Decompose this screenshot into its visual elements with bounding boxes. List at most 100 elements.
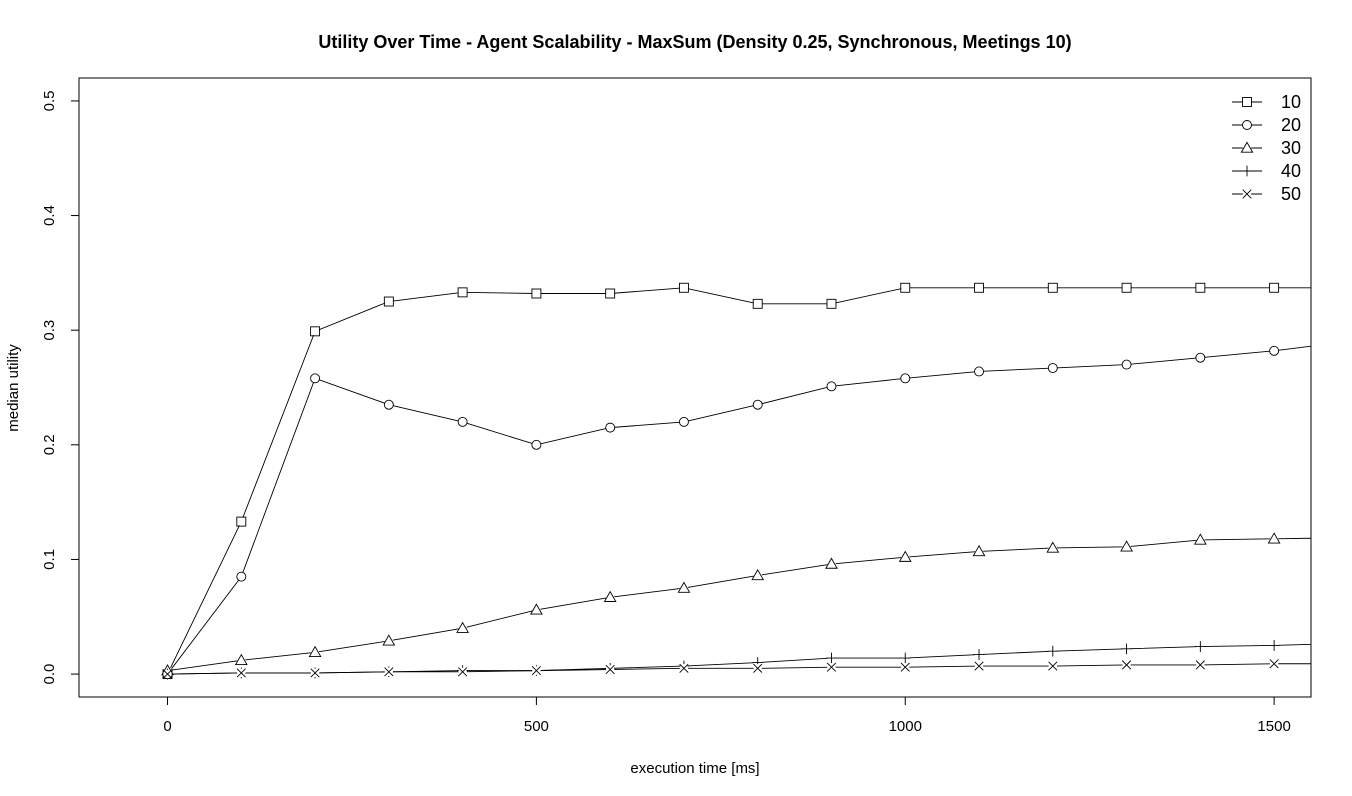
data-point (1343, 337, 1352, 346)
data-point (1342, 638, 1352, 649)
data-point (898, 550, 912, 562)
marker-gap (310, 327, 320, 336)
marker-gap (974, 367, 984, 376)
marker-gap (901, 374, 910, 383)
data-point (531, 439, 542, 450)
data-point (752, 298, 763, 309)
marker-gap (1048, 363, 1057, 373)
series-line-20 (167, 345, 1311, 675)
legend-marker-gap (1242, 120, 1252, 130)
y-axis-label: median utility (5, 344, 22, 432)
series-20 (162, 337, 1352, 680)
marker-gap (310, 374, 320, 383)
data-point (1048, 661, 1058, 671)
data-point (1268, 640, 1280, 651)
series-30 (161, 532, 1352, 676)
series-line-30 (167, 537, 1311, 672)
data-point (677, 581, 691, 593)
data-point (1269, 659, 1279, 669)
legend-item-50: 50 (1232, 184, 1301, 204)
legend-marker (1242, 120, 1252, 130)
marker-gap (679, 417, 689, 427)
marker-gap (458, 288, 467, 297)
marker-gap (901, 283, 910, 292)
marker-gap (753, 400, 762, 409)
marker-gap (1196, 283, 1205, 292)
marker-gap (827, 382, 836, 391)
legend-label: 40 (1281, 161, 1301, 181)
marker-gap (384, 400, 394, 409)
data-point (1342, 532, 1352, 542)
data-point (531, 666, 541, 676)
marker-gap (532, 440, 541, 450)
data-point (310, 668, 320, 678)
data-point (974, 661, 984, 671)
data-point (826, 652, 837, 664)
marker-gap (1196, 353, 1205, 362)
data-point (679, 663, 689, 673)
y-tick-label: 0.2 (41, 434, 58, 455)
data-point (900, 662, 910, 672)
data-point (1195, 352, 1206, 363)
data-point (603, 590, 617, 602)
data-point (1047, 363, 1058, 373)
legend-label: 20 (1281, 115, 1301, 135)
marker-gap (532, 289, 541, 298)
legend-label: 10 (1281, 92, 1301, 112)
data-point (752, 399, 763, 410)
data-point (605, 422, 616, 433)
legend: 10 20 30 40 50 (1232, 92, 1301, 204)
data-point (972, 544, 986, 557)
data-point (900, 373, 911, 384)
x-tick-label: 500 (524, 718, 549, 735)
data-point (383, 399, 394, 410)
plot-frame (78, 77, 1312, 698)
y-tick-label: 0.3 (41, 320, 58, 341)
data-point (382, 634, 396, 646)
series-10 (162, 282, 1352, 680)
data-point (605, 288, 616, 299)
marker-gap (1269, 283, 1279, 292)
legend-label: 30 (1281, 138, 1301, 158)
legend-marker (1242, 97, 1252, 107)
marker-gap (753, 299, 762, 309)
chart-title: Utility Over Time - Agent Scalability - … (318, 32, 1071, 52)
y-tick-label: 0.5 (41, 90, 58, 111)
data-point (236, 668, 246, 678)
y-tick-label: 0.1 (41, 549, 58, 570)
data-point (1121, 359, 1132, 370)
marker-gap (1344, 337, 1352, 345)
data-point (234, 653, 248, 665)
marker-gap (1344, 639, 1352, 647)
marker-gap (827, 299, 836, 309)
data-point (826, 662, 837, 672)
marker-gap (1122, 360, 1131, 369)
marker-gap (1344, 284, 1352, 292)
data-point (162, 669, 173, 679)
data-point (457, 287, 468, 298)
data-point (1269, 282, 1280, 293)
y-tick-label: 0.0 (41, 664, 58, 685)
x-tick-label: 1500 (1257, 718, 1290, 735)
data-point (458, 667, 468, 677)
marker-gap (458, 417, 467, 427)
data-point (1120, 540, 1133, 552)
data-point (678, 416, 689, 427)
data-point (529, 603, 543, 615)
marker-gap (237, 517, 246, 526)
series-line-10 (167, 287, 1311, 675)
data-point (605, 664, 615, 675)
data-point (825, 557, 838, 569)
data-point (308, 645, 322, 657)
data-point (1121, 643, 1132, 655)
data-point (1047, 645, 1059, 657)
data-point (751, 568, 765, 581)
marker-gap (1122, 283, 1131, 292)
data-point (1193, 533, 1207, 545)
y-tick-label: 0.4 (41, 205, 58, 226)
data-point (973, 649, 985, 660)
data-point (826, 298, 837, 309)
x-axis-label: execution time [ms] (630, 760, 759, 777)
data-point (1195, 282, 1206, 293)
data-point (1046, 541, 1060, 553)
